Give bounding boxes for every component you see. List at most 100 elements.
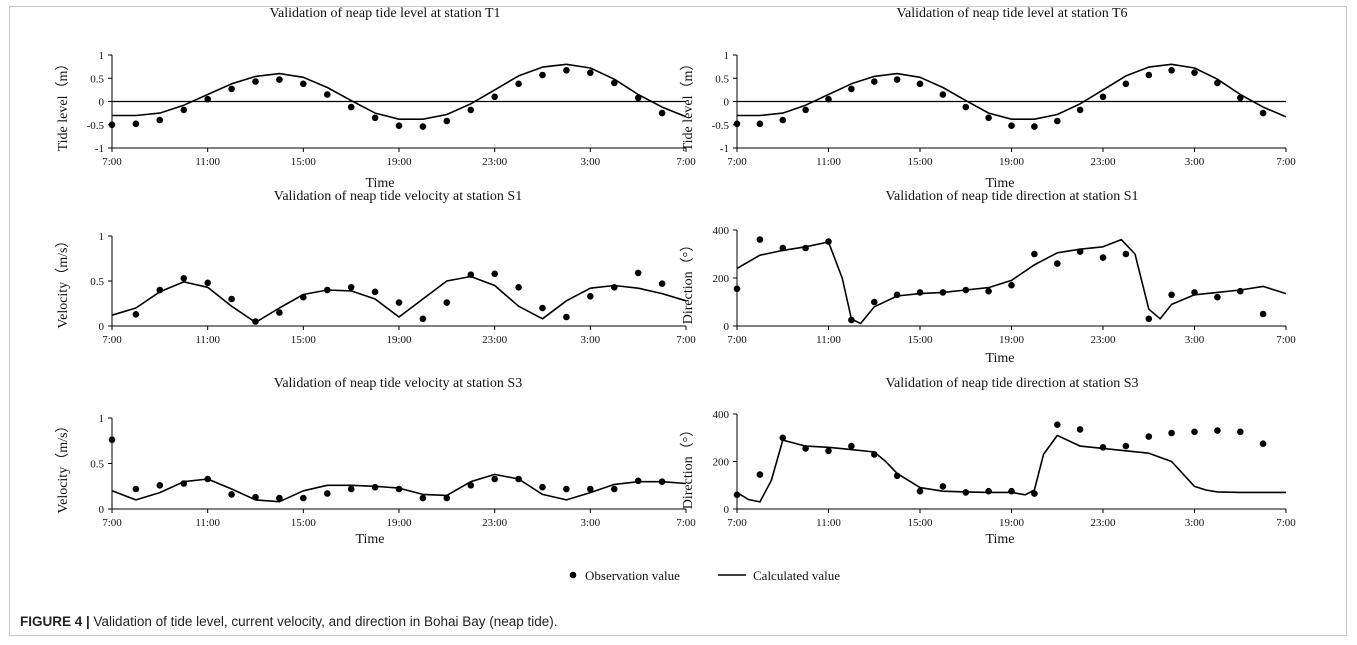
- calculated-line: [111, 275, 687, 324]
- observation-point: [1054, 260, 1061, 267]
- observation-point: [1099, 254, 1107, 261]
- observation-point: [491, 270, 499, 278]
- observation-point: [300, 293, 307, 301]
- observation-point: [132, 485, 140, 493]
- x-tick-label: 15:00: [907, 334, 933, 346]
- observation-point: [1237, 287, 1244, 295]
- observation-point: [916, 487, 924, 495]
- observation-point: [939, 483, 947, 490]
- observation-point: [156, 482, 164, 489]
- observation-point: [848, 85, 855, 93]
- figure-caption: FIGURE 4 | Validation of tide level, cur…: [20, 614, 558, 629]
- calculated-line: [112, 63, 687, 120]
- y-tick-label: 400: [713, 409, 730, 421]
- x-tick-label: 7:00: [676, 334, 696, 346]
- y-tick-label: 0: [724, 321, 730, 333]
- observation-point: [204, 279, 211, 287]
- observation-point: [371, 114, 379, 122]
- observation-point: [916, 289, 924, 296]
- observation-point: [132, 120, 140, 128]
- observation-point: [539, 71, 546, 79]
- x-tick-label: 11:00: [195, 156, 220, 168]
- observation-point: [962, 286, 970, 294]
- y-axis-label: Tide level（m）: [680, 57, 696, 152]
- observation-point: [1076, 426, 1084, 433]
- observation-point: [1191, 69, 1198, 76]
- observation-point: [962, 103, 970, 111]
- observation-point: [634, 94, 642, 102]
- observation-point: [443, 299, 451, 306]
- legend-calculated-label: Calculated value: [753, 568, 840, 583]
- legend: Observation value Calculated value: [569, 568, 840, 583]
- x-axis-label: Time: [365, 176, 394, 191]
- y-tick-label: 0: [99, 321, 105, 333]
- observation-point: [611, 79, 618, 87]
- observation-point: [1145, 315, 1153, 323]
- x-tick-label: 7:00: [102, 334, 122, 346]
- observation-point: [848, 442, 855, 450]
- observation-point: [1214, 427, 1221, 434]
- observation-point: [324, 286, 331, 294]
- observation-point: [467, 271, 475, 279]
- observation-point: [467, 482, 475, 489]
- observation-point: [204, 95, 211, 103]
- observation-point: [1259, 310, 1267, 318]
- y-axis-label: Direction（°）: [680, 238, 696, 324]
- observation-point: [985, 114, 992, 122]
- observation-point: [563, 313, 570, 321]
- observation-point: [893, 291, 901, 299]
- observation-point: [802, 244, 809, 252]
- x-axis-label: Time: [985, 351, 1014, 366]
- y-tick-label: 1: [99, 231, 105, 243]
- x-tick-label: 7:00: [102, 517, 122, 529]
- y-tick-label: 0.5: [90, 459, 104, 471]
- observation-point: [563, 67, 570, 74]
- observation-point: [756, 471, 764, 478]
- observation-point: [371, 483, 379, 491]
- observation-point: [395, 485, 403, 493]
- chart-title: Validation of neap tide velocity at stat…: [274, 189, 522, 204]
- legend-observation-label: Observation value: [585, 568, 680, 583]
- observation-point: [419, 494, 427, 502]
- x-tick-label: 23:00: [482, 156, 508, 168]
- observation-point: [515, 475, 522, 483]
- y-tick-label: -0.5: [87, 120, 105, 132]
- x-tick-label: 15:00: [291, 517, 317, 529]
- observation-point: [611, 284, 618, 291]
- y-tick-label: 0.5: [90, 276, 104, 288]
- observation-point: [871, 451, 878, 458]
- x-tick-label: 7:00: [727, 156, 747, 168]
- observation-point: [939, 289, 947, 296]
- y-tick-label: -1: [95, 143, 104, 155]
- observation-point: [587, 69, 594, 76]
- observation-point: [180, 106, 188, 114]
- y-axis-label: Velocity（m/s）: [55, 419, 71, 514]
- y-tick-label: 1: [724, 50, 730, 62]
- observation-point: [419, 123, 427, 130]
- chart-title: Validation of neap tide velocity at stat…: [274, 376, 522, 391]
- observation-point: [1099, 444, 1107, 451]
- calculated-line: [737, 63, 1287, 120]
- observation-point: [1168, 291, 1175, 299]
- observation-point: [1054, 117, 1061, 125]
- chart-t1: Validation of neap tide level at station…: [55, 6, 696, 191]
- observation-point: [1122, 250, 1130, 258]
- observation-point: [733, 285, 741, 293]
- observation-point: [443, 494, 451, 502]
- x-tick-label: 7:00: [1276, 334, 1296, 346]
- figure-canvas: Validation of neap tide level at station…: [55, 6, 1296, 583]
- y-tick-label: 0.5: [90, 73, 104, 85]
- observation-point: [252, 318, 259, 325]
- x-tick-label: 15:00: [291, 156, 317, 168]
- x-tick-label: 23:00: [1090, 517, 1116, 529]
- y-tick-label: 1: [99, 50, 105, 62]
- observation-point: [779, 116, 787, 124]
- observation-point: [515, 80, 522, 88]
- x-tick-label: 19:00: [999, 334, 1025, 346]
- y-tick-label: 200: [713, 457, 730, 469]
- x-tick-label: 7:00: [676, 156, 696, 168]
- observation-point: [1145, 71, 1153, 79]
- y-tick-label: 400: [713, 225, 730, 237]
- observation-point: [1031, 123, 1038, 130]
- observation-point: [939, 91, 947, 98]
